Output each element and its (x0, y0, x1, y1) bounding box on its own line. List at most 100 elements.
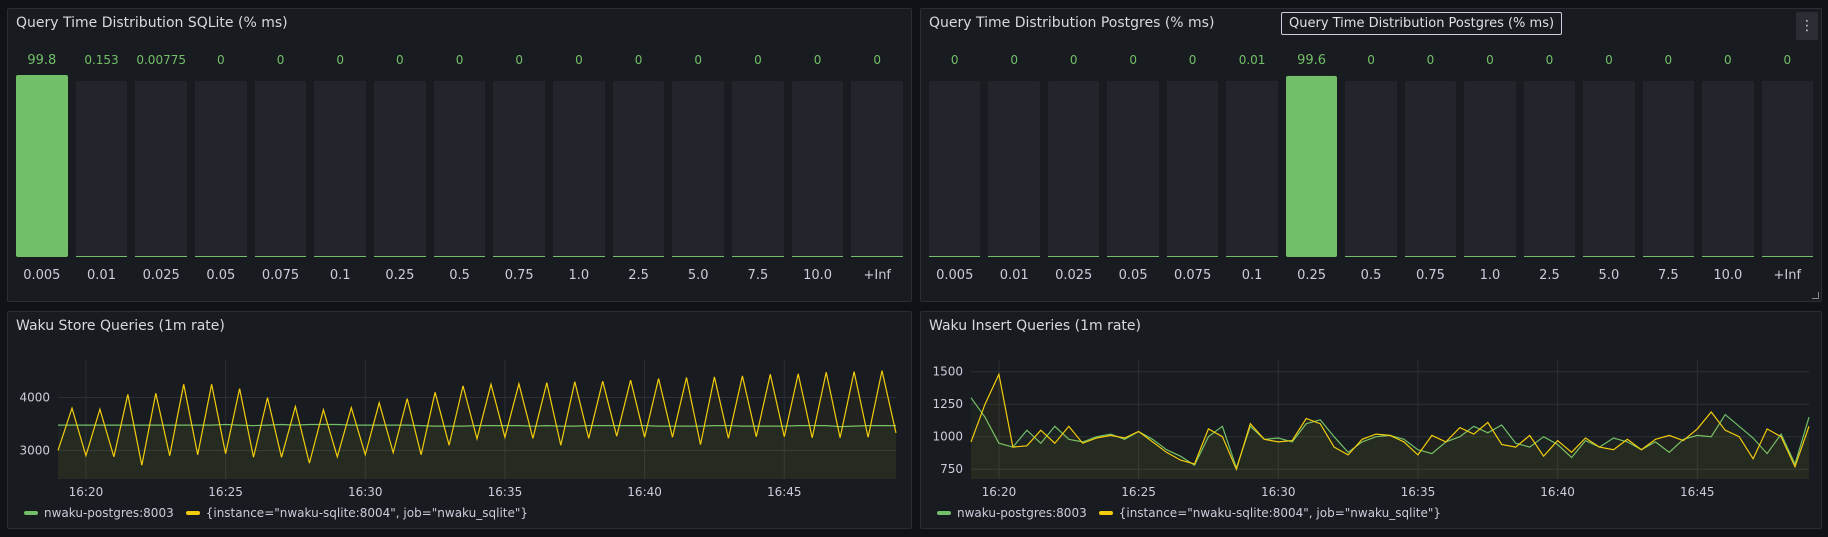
legend-item[interactable]: {instance="nwaku-sqlite:8004", job="nwak… (185, 506, 528, 520)
kebab-menu-icon[interactable]: ⋮ (1796, 12, 1818, 40)
panel-title: Query Time Distribution Postgres (% ms) (929, 15, 1215, 31)
bar-value: 0 (1486, 53, 1494, 67)
series-line-1 (57, 370, 897, 466)
x-tick-label: 16:45 (1680, 485, 1715, 499)
bar-label: 5.0 (687, 268, 709, 283)
bar-gauge: 99.8 0.005 0.153 0.01 0.00775 0.025 0 0.05 0 0.07… (16, 53, 904, 283)
bar-label: 0.75 (1416, 268, 1445, 283)
x-tick-label: 16:20 (69, 485, 104, 499)
bar-slot (1285, 75, 1338, 257)
bar-+Inf: 0 +Inf (1761, 53, 1814, 283)
bar-value: 0.00775 (136, 53, 186, 67)
bar-value: 0 (1724, 53, 1732, 67)
x-tick-label: 16:25 (1121, 485, 1156, 499)
bar-2.5: 0 2.5 (612, 53, 665, 283)
bar-label: +Inf (863, 268, 892, 283)
bar-fill (929, 256, 981, 257)
bar-fill (1464, 256, 1516, 257)
bar-slot (16, 75, 68, 257)
bar-slot (732, 81, 784, 257)
bar-label: +Inf (1773, 268, 1802, 283)
bar-fill (988, 256, 1040, 257)
bar-value: 0 (1605, 53, 1613, 67)
bar-label: 0.25 (385, 268, 415, 283)
bar-fill (1583, 256, 1635, 257)
legend-item[interactable]: nwaku-postgres:8003 (24, 506, 174, 520)
bar-value: 0 (336, 53, 345, 67)
series-line-0 (58, 423, 896, 428)
bar-value: 0 (1664, 53, 1673, 67)
series-area (971, 374, 1809, 479)
bar-fill (1226, 256, 1278, 257)
bar-5.0: 0 5.0 (1583, 53, 1635, 283)
legend-label: nwaku-postgres:8003 (957, 506, 1087, 520)
bar-fill (1166, 256, 1219, 257)
legend-item[interactable]: nwaku-postgres:8003 (937, 506, 1087, 520)
bar-label: 0.05 (206, 268, 236, 283)
bar-slot (1523, 81, 1576, 257)
panel-title: Query Time Distribution SQLite (% ms) (16, 15, 288, 31)
bar-label: 0.25 (1297, 268, 1327, 283)
bar-0.25: 0 0.25 (374, 53, 426, 283)
bar-0.05: 0 0.05 (195, 53, 247, 283)
bar-slot (75, 81, 128, 257)
bar-slot (791, 81, 844, 257)
y-tick-label: 750 (940, 462, 963, 476)
bar-fill (1047, 256, 1100, 257)
legend-item[interactable]: {instance="nwaku-sqlite:8004", job="nwak… (1098, 506, 1441, 520)
x-tick-label: 16:40 (627, 485, 662, 499)
insert-queries-chart: 750 1000 1250 1500 16:20 16:25 16:30 16:35 16:40… (932, 360, 1810, 499)
bar-fill (75, 256, 128, 257)
bar-value: 0.01 (1238, 53, 1266, 67)
bar-label: 0.01 (87, 268, 116, 283)
bar-7.5: 0 7.5 (732, 53, 784, 283)
bar-slot (1583, 81, 1635, 257)
bar-7.5: 0 7.5 (1642, 53, 1695, 283)
bar-label: 0.075 (1174, 268, 1212, 283)
bar-value: 0 (217, 53, 225, 67)
y-tick-label: 1250 (932, 397, 963, 411)
bar-label: 7.5 (1658, 268, 1679, 283)
bar-label: 0.075 (261, 268, 300, 283)
bar-slot (929, 81, 981, 257)
bar-fill (672, 256, 725, 257)
bar-fill (195, 256, 247, 257)
bar-0.1: 0.01 0.1 (1226, 53, 1278, 283)
bar-slot (1642, 81, 1695, 257)
bar-value: 0 (515, 53, 524, 67)
bar-fill (1702, 256, 1754, 257)
bar-label: 0.5 (1360, 268, 1382, 283)
x-tick-label: 16:20 (982, 485, 1017, 499)
bar-fill (851, 256, 904, 257)
bar-fill (135, 256, 188, 257)
legend-swatch (24, 511, 38, 515)
x-tick-label: 16:35 (488, 485, 523, 499)
bar-0.05: 0 0.05 (1107, 53, 1159, 283)
bar-label: 0.01 (999, 268, 1029, 283)
bar-slot (612, 81, 665, 257)
series-area (971, 397, 1809, 479)
bar-slot (493, 81, 546, 257)
bar-label: 1.0 (1479, 268, 1501, 283)
bar-value: 99.6 (1297, 53, 1327, 68)
bar-fill (612, 256, 665, 257)
bar-value: 0.153 (84, 53, 119, 67)
x-tick-label: 16:30 (348, 485, 383, 499)
bar-slot (1226, 81, 1278, 257)
bar-slot (1702, 81, 1754, 257)
bar-slot (195, 81, 247, 257)
resize-handle-icon[interactable] (1812, 292, 1819, 299)
bar-slot (135, 81, 188, 257)
bar-fill (1285, 75, 1338, 257)
y-tick-label: 1000 (932, 430, 963, 444)
bar-0.005: 99.8 0.005 (16, 53, 68, 283)
series-area (58, 424, 896, 479)
legend-swatch (185, 511, 200, 515)
bar-fill (374, 256, 426, 257)
bar-fill (1642, 256, 1695, 257)
bar-+Inf: 0 +Inf (851, 53, 904, 283)
y-tick-label: 1500 (932, 365, 963, 379)
bar-0.075: 0 0.075 (254, 53, 307, 283)
bar-fill (493, 256, 546, 257)
store-queries-chart: 3000 4000 16:20 16:25 16:30 16:35 16:40 16:45 (19, 360, 897, 499)
